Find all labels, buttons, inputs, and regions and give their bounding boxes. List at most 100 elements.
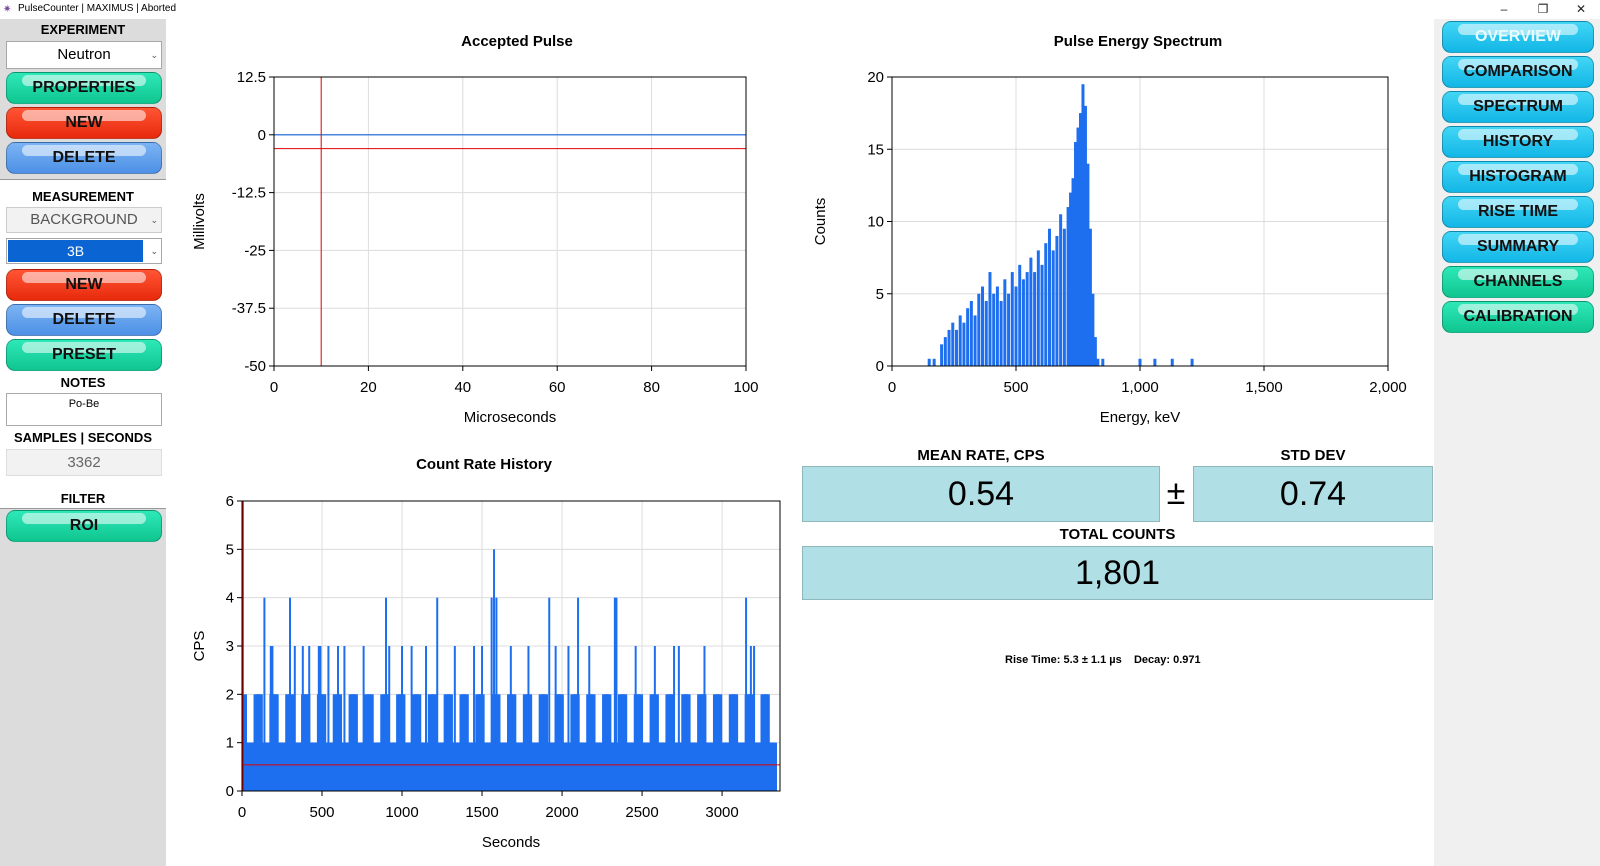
cps-bar	[401, 646, 404, 791]
y-tick-label: 2	[226, 686, 234, 703]
measurement-select[interactable]: 3B ⌄	[6, 238, 162, 264]
new-experiment-button[interactable]: NEW	[6, 107, 162, 139]
nav-calibration-button[interactable]: CALIBRATION	[1442, 301, 1594, 333]
nav-channels-button[interactable]: CHANNELS	[1442, 266, 1594, 298]
cps-bar	[352, 694, 358, 791]
close-button[interactable]: ✕	[1575, 2, 1587, 16]
cps-bar	[337, 694, 343, 791]
spectrum-bar	[1190, 358, 1194, 366]
x-tick-label: 3000	[705, 804, 738, 821]
cps-bar	[577, 597, 580, 791]
cps-bar	[771, 742, 777, 791]
nav-rise-time-button[interactable]: RISE TIME	[1442, 196, 1594, 228]
cps-bar	[481, 646, 484, 791]
restore-button[interactable]: ❐	[1537, 2, 1549, 16]
x-tick-label: 2500	[625, 804, 658, 821]
y-tick-label: 0	[226, 783, 234, 800]
spectrum-bar	[1018, 264, 1022, 366]
nav-spectrum-button[interactable]: SPECTRUM	[1442, 91, 1594, 123]
cps-bar	[511, 694, 517, 791]
spectrum-bar	[1036, 250, 1040, 366]
app-icon: ✷	[3, 4, 12, 15]
spectrum-bar	[999, 300, 1003, 366]
right-nav-panel	[1434, 19, 1600, 866]
spectrum-bar	[1076, 127, 1080, 366]
notes-field[interactable]: Po-Be	[6, 393, 162, 426]
y-axis-label: Counts	[812, 198, 829, 246]
spectrum-bar	[1081, 84, 1085, 366]
x-tick-label: 0	[238, 804, 246, 821]
y-tick-label: 4	[226, 590, 234, 607]
experiment-select[interactable]: Neutron ⌄	[6, 41, 162, 69]
nav-comparison-button[interactable]: COMPARISON	[1442, 56, 1594, 88]
nav-histogram-button[interactable]: HISTOGRAM	[1442, 161, 1594, 193]
new-measurement-button[interactable]: NEW	[6, 269, 162, 301]
spectrum-bar	[940, 344, 944, 366]
measurement-type-select[interactable]: BACKGROUND ⌄	[6, 207, 162, 233]
accepted-pulse-chart: 0 20 40 60 80 100 12.5 0 -12.5 -25 -37.5 -50 Microse…	[191, 69, 759, 426]
minimize-button[interactable]: –	[1500, 2, 1508, 16]
spectrum-bar	[984, 300, 988, 366]
spectrum-bar	[1051, 250, 1055, 366]
cps-bar	[509, 646, 512, 791]
cps-bar	[527, 646, 530, 791]
spectrum-bar	[969, 300, 973, 366]
cps-bar	[321, 694, 327, 791]
chevron-down-icon: ⌄	[150, 215, 158, 225]
cps-bar	[425, 646, 428, 791]
cps-bar	[527, 694, 533, 791]
cps-bar	[473, 646, 476, 791]
delete-experiment-button[interactable]: DELETE	[6, 142, 162, 174]
spectrum-bar	[958, 315, 962, 366]
cps-bar	[638, 694, 644, 791]
delete-measurement-button[interactable]: DELETE	[6, 304, 162, 336]
nav-summary-button[interactable]: SUMMARY	[1442, 231, 1594, 263]
y-axis-label: CPS	[191, 631, 208, 662]
x-tick-label: 60	[549, 379, 566, 396]
cps-bar	[764, 694, 770, 791]
samples-label: SAMPLES | SECONDS	[14, 430, 152, 445]
spectrum-bar	[1096, 358, 1100, 366]
cps-bar	[749, 646, 752, 791]
spectrum-bar	[1071, 178, 1075, 366]
mean-rate-label: MEAN RATE, CPS	[917, 447, 1045, 464]
nav-history-button[interactable]: HISTORY	[1442, 126, 1594, 158]
spectrum-bar	[977, 293, 981, 366]
x-tick-label: 40	[454, 379, 471, 396]
chevron-down-icon: ⌄	[150, 246, 158, 256]
spectrum-bar	[947, 329, 951, 366]
spectrum-bar	[1033, 272, 1037, 366]
cps-bar	[606, 694, 612, 791]
nav-overview-button[interactable]: OVERVIEW	[1442, 21, 1594, 53]
properties-button[interactable]: PROPERTIES	[6, 72, 162, 104]
std-dev-label: STD DEV	[1280, 447, 1346, 464]
y-tick-label: 6	[226, 493, 234, 510]
cps-bar	[548, 597, 551, 791]
y-tick-label: 0	[258, 127, 266, 144]
cps-bar	[337, 646, 340, 791]
notes-label: NOTES	[60, 375, 106, 390]
spectrum-bar	[1047, 228, 1051, 366]
spectrum-bar	[1066, 207, 1070, 366]
x-tick-label: 1500	[465, 804, 498, 821]
spectrum-bar	[927, 358, 931, 366]
cps-bar	[410, 646, 413, 791]
cps-bar	[490, 597, 493, 791]
x-tick-label: 100	[733, 379, 758, 396]
preset-button[interactable]: PRESET	[6, 339, 162, 371]
mean-rate-value: 0.54	[802, 466, 1160, 522]
spectrum-bar	[1138, 358, 1142, 366]
cps-bar	[308, 646, 311, 791]
plus-minus-sign: ±	[1166, 474, 1186, 512]
spectrum-bar	[973, 315, 977, 366]
chevron-down-icon: ⌄	[150, 50, 158, 60]
spectrum-bar	[1059, 214, 1063, 366]
spectrum-bar	[943, 337, 947, 366]
spectrum-bar	[988, 272, 992, 366]
spectrum-bar	[1044, 243, 1048, 366]
roi-button[interactable]: ROI	[6, 510, 162, 542]
cps-bar	[685, 694, 691, 791]
x-tick-label: 2000	[545, 804, 578, 821]
cps-bar	[271, 646, 274, 791]
std-dev-value: 0.74	[1193, 466, 1433, 522]
